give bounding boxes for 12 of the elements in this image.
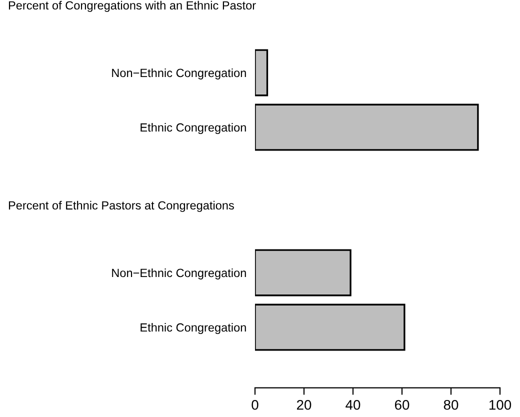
- y-tick-label: Ethnic Congregation: [140, 122, 246, 134]
- text: Percent of Congregations with an Ethnic Pastor: [8, 0, 256, 12]
- x-tick-label: 20: [296, 400, 312, 410]
- x-tick-label: 0: [252, 400, 258, 410]
- text: Percent of Ethnic Pastors at Congregations: [8, 200, 234, 212]
- y-tick-label: Ethnic Congregation: [140, 322, 246, 334]
- x-tick-label: 100: [489, 400, 512, 410]
- x-tick-label: 40: [346, 400, 360, 410]
- y-tick-label: Non−Ethnic Congregation: [112, 68, 246, 80]
- x-tick-label: 60: [394, 400, 410, 410]
- y-tick-label: Non−Ethnic Congregation: [112, 268, 246, 280]
- x-tick-label: 80: [444, 400, 458, 410]
